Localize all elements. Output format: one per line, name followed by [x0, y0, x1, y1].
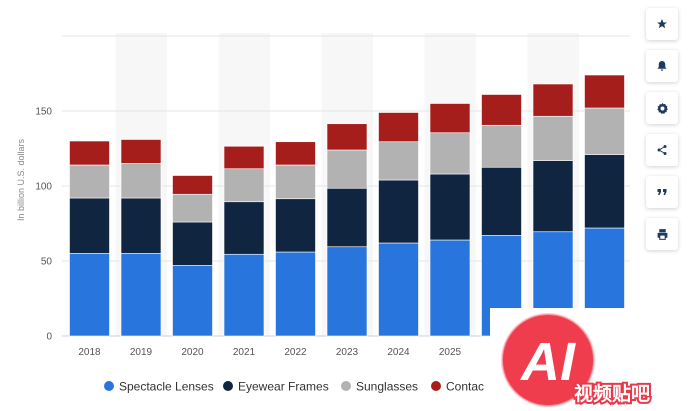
bar-segment[interactable] [429, 173, 471, 241]
bar-segment[interactable] [378, 112, 419, 143]
x-tick-label: 2022 [284, 347, 307, 358]
legend-marker [431, 381, 441, 391]
svg-text:视频贴吧: 视频贴吧 [574, 382, 650, 405]
favorite-button[interactable] [646, 8, 678, 40]
share-button[interactable] [646, 134, 678, 166]
bar-segment[interactable] [223, 253, 265, 337]
legend-label[interactable]: Sunglasses [356, 380, 418, 394]
x-tick-label: 2025 [439, 347, 462, 358]
bar-segment[interactable] [120, 197, 162, 254]
bar-segment[interactable] [584, 107, 625, 155]
bar-segment[interactable] [120, 139, 162, 164]
bar-segment[interactable] [429, 239, 471, 337]
bar-segment[interactable] [532, 160, 574, 233]
bar-segment[interactable] [275, 251, 316, 337]
bar-segment[interactable] [120, 253, 162, 337]
quote-icon [657, 189, 667, 195]
bar-segment[interactable] [532, 115, 574, 161]
share-icon [657, 145, 667, 155]
star-icon [657, 19, 667, 29]
legend-marker [104, 381, 114, 391]
y-axis-ticks: 0 50 100 150 [35, 107, 52, 343]
bar-segment[interactable] [378, 141, 419, 181]
bar-segment[interactable] [326, 123, 368, 151]
bar-segment[interactable] [69, 140, 110, 166]
y-tick-label: 50 [41, 257, 53, 268]
x-tick-label: 2020 [181, 347, 204, 358]
bar-segment[interactable] [275, 198, 316, 253]
svg-text:AI: AI [519, 332, 576, 392]
bar-segment[interactable] [223, 145, 265, 170]
bars [69, 74, 625, 337]
settings-button[interactable] [646, 92, 678, 124]
y-tick-label: 150 [35, 107, 52, 118]
bar-segment[interactable] [69, 197, 110, 254]
bar-segment[interactable] [481, 124, 522, 168]
bar-segment[interactable] [172, 265, 213, 337]
bar-segment[interactable] [69, 253, 110, 337]
bar-segment[interactable] [120, 163, 162, 199]
x-tick-label: 2024 [387, 347, 410, 358]
bell-icon [657, 61, 667, 71]
bar-segment[interactable] [429, 103, 471, 134]
x-tick-label: 2019 [130, 347, 153, 358]
y-tick-label: 100 [35, 182, 52, 193]
bar-segment[interactable] [326, 187, 368, 248]
cite-button[interactable] [646, 176, 678, 208]
toolbar [646, 8, 682, 250]
bar-segment[interactable] [69, 164, 110, 199]
bar-segment[interactable] [275, 164, 316, 200]
y-axis-title: In billion U.S. dollars [16, 138, 26, 221]
legend: Spectacle Lenses Eyewear Frames Sunglasses… [104, 380, 484, 394]
bar-segment[interactable] [326, 149, 368, 189]
legend-label[interactable]: Contac [446, 380, 484, 394]
bar-segment[interactable] [326, 246, 368, 337]
x-tick-label: 2023 [336, 347, 359, 358]
bar-segment[interactable] [378, 179, 419, 244]
x-tick-label: 2018 [78, 347, 101, 358]
print-icon [657, 228, 667, 240]
bar-segment[interactable] [584, 74, 625, 109]
watermark-logo: AI 视频贴吧 [501, 313, 652, 407]
bar-segment[interactable] [481, 166, 522, 236]
notification-button[interactable] [646, 50, 678, 82]
bar-segment[interactable] [532, 83, 574, 117]
x-axis-ticks: 2018 2019 2020 2021 2022 2023 2024 2025 [78, 347, 461, 358]
legend-label[interactable]: Eyewear Frames [238, 380, 329, 394]
bar-segment[interactable] [378, 242, 419, 337]
legend-label[interactable]: Spectacle Lenses [119, 380, 214, 394]
bar-segment[interactable] [172, 221, 213, 266]
bar-segment[interactable] [172, 193, 213, 223]
print-button[interactable] [646, 218, 678, 250]
y-tick-label: 0 [46, 332, 52, 343]
bar-segment[interactable] [223, 201, 265, 255]
x-tick-label: 2021 [233, 347, 256, 358]
legend-marker [341, 381, 351, 391]
watermark: AI 视频贴吧 [490, 308, 690, 411]
bar-segment[interactable] [172, 175, 213, 195]
legend-marker [223, 381, 233, 391]
bar-segment[interactable] [223, 168, 265, 203]
bar-segment[interactable] [429, 132, 471, 175]
gear-icon [656, 102, 668, 114]
bar-segment[interactable] [481, 94, 522, 126]
bar-segment[interactable] [584, 154, 625, 229]
bar-segment[interactable] [275, 141, 316, 166]
